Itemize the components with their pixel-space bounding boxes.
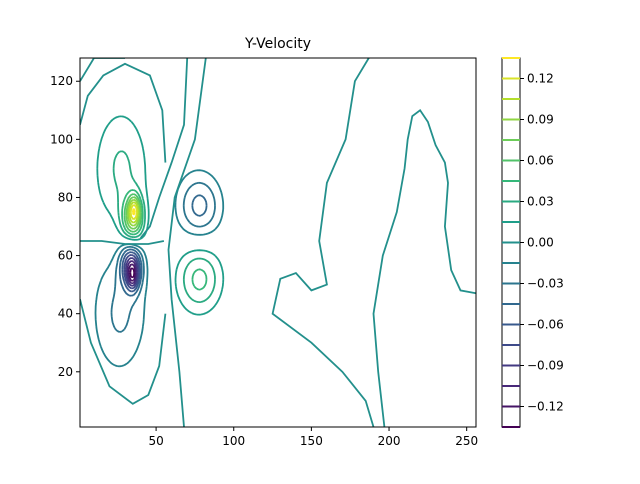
zero-contour-4 <box>372 109 476 427</box>
zero-contour-7 <box>80 62 167 163</box>
colorbar-tick-label: 0.09 <box>527 113 554 127</box>
contour-level-10 <box>112 150 216 303</box>
contour-level-7 <box>110 181 216 333</box>
y-tick-label: 100 <box>50 132 73 146</box>
x-tick-label: 250 <box>455 434 478 448</box>
x-tick-label: 50 <box>148 434 163 448</box>
zero-contour-5 <box>80 240 165 245</box>
y-tick-label: 20 <box>58 365 73 379</box>
plot-frame <box>79 57 477 428</box>
colorbar: −0.12 −0.09 −0.06 −0.03 0.00 0.03 0.06 0.09 0.12 <box>501 57 564 428</box>
colorbar-tick-label: 0.03 <box>527 195 554 209</box>
y-tick-label: 40 <box>58 307 73 321</box>
contour-level-2 <box>126 260 138 285</box>
contour-level-15 <box>128 201 139 224</box>
x-tick-label: 150 <box>300 434 323 448</box>
contour-level-3 <box>125 257 139 287</box>
zero-contour-6 <box>80 298 167 405</box>
contour-level-4 <box>123 254 140 290</box>
zero-contour-0 <box>80 58 125 82</box>
colorbar-tick-label: 0.12 <box>527 72 554 86</box>
x-axis: 50 100 150 200 250 <box>148 427 478 448</box>
colorbar-tick-label: −0.06 <box>527 318 564 332</box>
zero-contour-2 <box>167 58 207 427</box>
colorbar-tick-label: 0.06 <box>527 154 554 168</box>
contour-level-0 <box>129 267 136 279</box>
contour-level-13 <box>125 196 141 230</box>
contour-level-11 <box>121 189 208 291</box>
x-tick-label: 100 <box>222 434 245 448</box>
contour-level-17 <box>131 207 136 216</box>
zero-contour-3 <box>271 58 375 427</box>
contour-lines <box>80 58 476 427</box>
colorbar-tick-label: 0.00 <box>527 236 554 250</box>
y-tick-label: 120 <box>50 74 73 88</box>
chart-title: Y-Velocity <box>244 36 311 52</box>
y-axis: 20 40 60 80 100 120 <box>50 74 80 379</box>
x-tick-label: 200 <box>378 434 401 448</box>
contour-level-5 <box>121 251 141 293</box>
contour-level-12 <box>123 193 143 233</box>
contour-level-9 <box>96 115 225 316</box>
contour-level-6 <box>118 194 208 297</box>
colorbar-tick-label: −0.12 <box>527 400 564 414</box>
colorbar-tick-label: −0.09 <box>527 359 564 373</box>
colorbar-tick-label: −0.03 <box>527 277 564 291</box>
contour-level-14 <box>127 198 140 227</box>
y-tick-label: 80 <box>58 190 73 204</box>
contour-level-16 <box>129 203 138 221</box>
contour-level-8 <box>94 169 225 368</box>
contour-level-1 <box>127 263 137 282</box>
zero-contour-1 <box>139 58 189 239</box>
y-tick-label: 60 <box>58 249 73 263</box>
